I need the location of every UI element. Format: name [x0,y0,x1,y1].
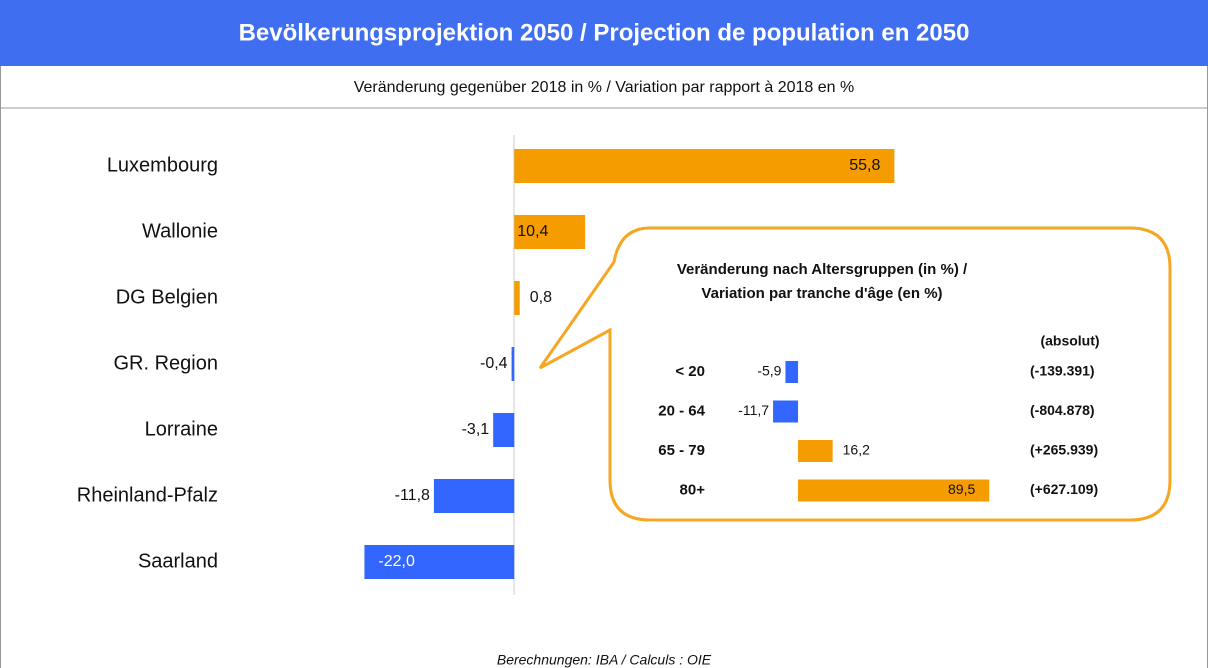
absolute-label: (-139.391) [1030,363,1095,379]
absolute-label: (+265.939) [1030,442,1098,458]
value-label: -3,1 [462,421,490,438]
category-label: GR. Region [114,352,219,374]
value-label: 0,8 [530,289,552,306]
category-label: 65 - 79 [658,442,705,459]
subtitle: Veränderung gegenüber 2018 in % / Variat… [354,79,855,96]
value-label: 16,2 [843,442,870,458]
inset-title: Variation par tranche d'âge (en %) [701,285,942,302]
bar [514,281,520,315]
value-label: 10,4 [517,223,548,240]
inset-title: Veränderung nach Altersgruppen (in %) / [677,261,968,278]
category-label: 80+ [680,481,706,498]
bar [511,347,515,381]
value-label: -11,8 [395,487,430,504]
value-label: -11,7 [738,402,769,418]
category-label: Luxembourg [107,154,218,176]
bar [364,545,515,579]
value-label: 89,5 [948,481,975,497]
value-label: -5,9 [757,363,781,379]
bar [433,479,515,513]
bar [798,440,833,462]
bar [514,215,586,249]
value-label: -0,4 [480,355,508,372]
absolute-header: (absolut) [1040,333,1099,349]
category-label: Rheinland-Pfalz [77,484,218,506]
callout [538,226,1172,522]
value-label: 55,8 [849,157,880,174]
category-label: Saarland [138,550,218,572]
bar [514,149,895,183]
category-label: 20 - 64 [658,402,705,419]
bar [798,479,990,502]
absolute-label: (+627.109) [1030,481,1098,497]
bar [785,361,799,383]
absolute-label: (-804.878) [1030,402,1095,418]
footer: Berechnungen: IBA / Calculs : OIE [497,652,712,668]
category-label: Wallonie [142,220,218,242]
bar [493,413,515,447]
value-label: -22,0 [378,553,415,570]
category-label: < 20 [675,363,705,380]
category-label: DG Belgien [116,286,218,308]
header-bar [0,0,1208,66]
bar [773,400,799,423]
title: Bevölkerungsprojektion 2050 / Projection… [239,19,970,46]
category-label: Lorraine [145,418,218,440]
